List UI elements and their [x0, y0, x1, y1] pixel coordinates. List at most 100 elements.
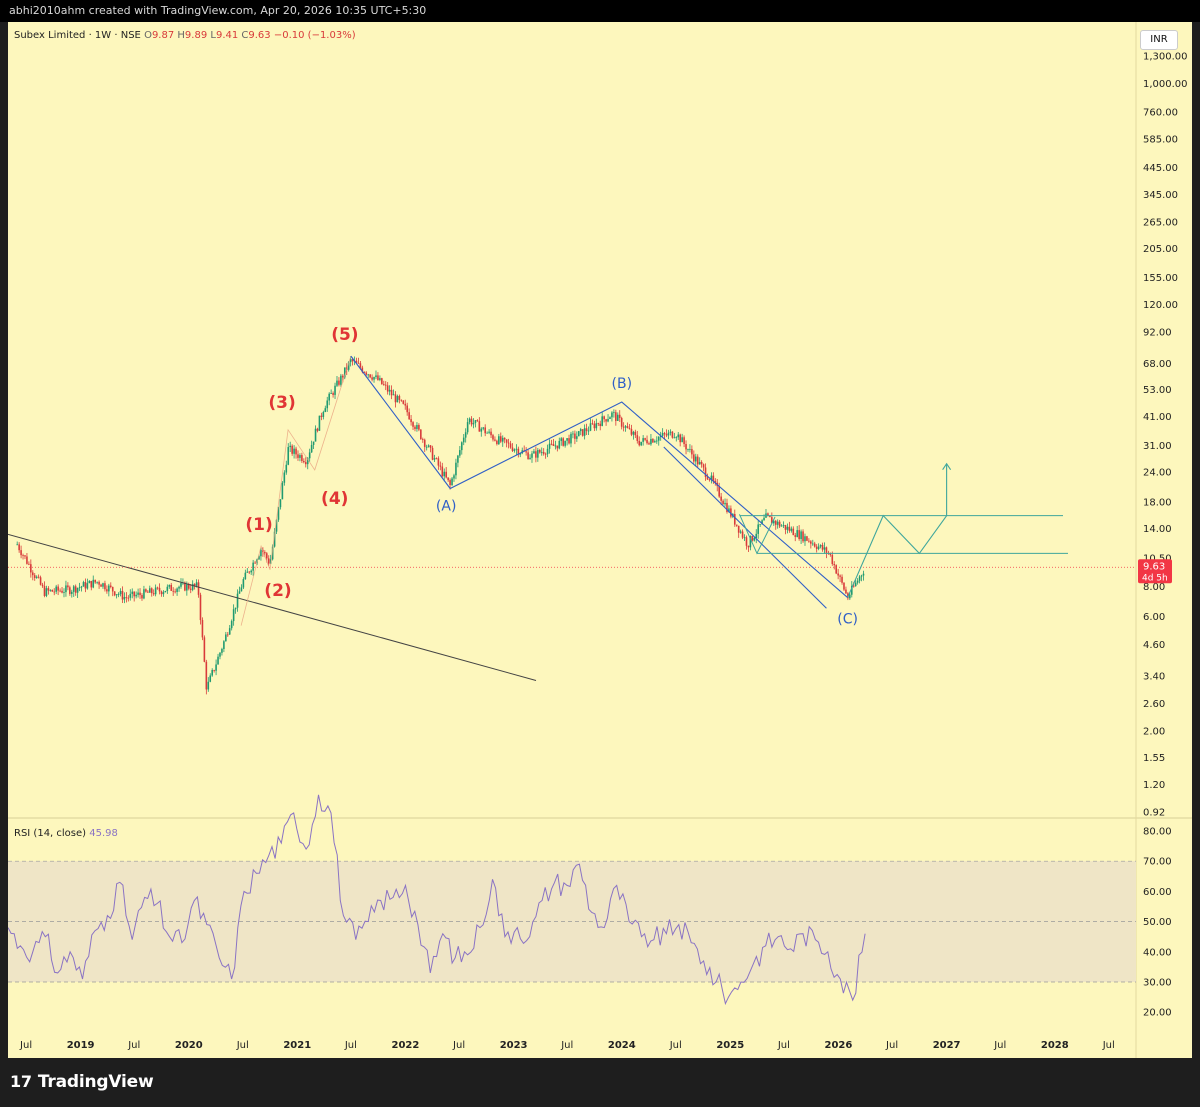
price-tick-label: 6.00: [1143, 612, 1165, 623]
candle-body: [654, 441, 656, 443]
candle-body: [340, 375, 342, 385]
candle-body: [494, 439, 496, 441]
candle-body: [564, 440, 566, 446]
candle-body: [355, 360, 358, 363]
candle-body: [359, 363, 362, 368]
candle-body: [147, 591, 149, 593]
candle-body: [451, 478, 453, 486]
candle-body: [735, 524, 738, 526]
correction-wave-label: (A): [436, 499, 457, 515]
low-value: 9.41: [215, 30, 239, 41]
candle-body: [129, 593, 132, 598]
price-tick-label: 2.00: [1143, 727, 1165, 738]
candle-body: [78, 587, 81, 589]
price-tick-label: 1.20: [1143, 780, 1165, 791]
candle-body: [271, 546, 274, 560]
candle-body: [652, 438, 654, 443]
candle-body: [174, 591, 176, 593]
candle-body: [484, 427, 486, 434]
top-caption: abhi2010ahm created with TradingView.com…: [0, 0, 1200, 22]
candle-body: [455, 462, 457, 476]
time-tick-label: 2019: [67, 1040, 95, 1051]
candle-body: [108, 585, 110, 592]
candle-body: [57, 586, 59, 591]
time-tick-label: 2024: [608, 1040, 636, 1051]
price-tick-label: 53.00: [1143, 385, 1172, 396]
candle-body: [702, 464, 705, 468]
time-tick-label: 2023: [500, 1040, 528, 1051]
candle-body: [119, 590, 122, 595]
candle-body: [217, 656, 219, 665]
symbol-legend: Subex Limited · 1W · NSE O9.87 H9.89 L9.…: [14, 30, 356, 41]
candle-body: [328, 393, 330, 401]
candle-body: [796, 530, 798, 537]
price-tick-label: 445.00: [1143, 163, 1178, 174]
chart-frame[interactable]: 1,300.00 1,000.00 760.00 585.00 445.00 345.00…: [8, 22, 1192, 1058]
candle-body: [226, 634, 229, 636]
candle-body: [104, 583, 106, 590]
candle-body: [554, 445, 557, 447]
candle-body: [115, 594, 118, 596]
close-label: C: [241, 30, 249, 41]
candle-body: [418, 425, 420, 430]
candle-body: [47, 588, 50, 591]
candle-body: [823, 547, 826, 550]
candle-body: [287, 447, 290, 465]
candle-body: [673, 437, 676, 439]
candle-body: [819, 544, 822, 547]
candle-body: [531, 453, 533, 458]
candle-body: [718, 486, 720, 497]
candle-body: [121, 590, 124, 600]
time-tick-label: Jul: [127, 1040, 140, 1051]
candle-body: [691, 449, 693, 455]
candle-body: [806, 536, 808, 541]
candle-body: [410, 419, 412, 423]
low-label: L: [210, 30, 216, 41]
candle-body: [162, 592, 165, 595]
impulse-wave-label: (2): [264, 581, 291, 601]
candle-body: [281, 482, 284, 500]
candle-body: [39, 577, 42, 585]
candle-body: [778, 521, 781, 527]
candle-body: [304, 462, 307, 465]
candle-body: [406, 405, 408, 413]
candle-body: [416, 425, 418, 429]
candle-body: [858, 576, 861, 581]
candle-body: [712, 475, 715, 481]
candle-body: [193, 583, 196, 586]
candle-body: [72, 586, 75, 592]
candle-body: [250, 570, 252, 573]
candle-body: [123, 597, 126, 600]
time-tick-label: 2022: [392, 1040, 420, 1051]
candle-body: [63, 592, 65, 593]
candle-body: [254, 562, 256, 564]
candle-body: [148, 588, 151, 593]
candle-body: [228, 628, 231, 635]
candle-body: [576, 436, 578, 439]
candle-body: [790, 528, 793, 531]
candle-body: [388, 389, 391, 392]
candle-body: [127, 597, 130, 599]
candle-body: [749, 536, 752, 548]
candle-body: [501, 437, 504, 442]
candle-body: [525, 451, 527, 453]
candle-body: [642, 438, 644, 442]
candle-body: [488, 431, 490, 433]
candle-body: [180, 583, 182, 587]
candle-body: [453, 475, 455, 479]
candle-body: [696, 456, 699, 465]
candle-body: [667, 432, 670, 436]
candle-body: [507, 442, 510, 444]
candle-body: [498, 436, 500, 445]
candle-body: [665, 434, 668, 436]
currency-button[interactable]: INR: [1140, 30, 1178, 50]
candle-body: [636, 435, 639, 441]
chart-canvas[interactable]: 1,300.00 1,000.00 760.00 585.00 445.00 345.00…: [8, 22, 1192, 1058]
candle-body: [772, 520, 775, 524]
candle-body: [700, 461, 703, 465]
candle-body: [609, 417, 611, 419]
projection-arrowhead: [942, 462, 952, 471]
candle-body: [817, 546, 820, 549]
candle-body: [774, 520, 777, 525]
candle-body: [708, 479, 711, 481]
